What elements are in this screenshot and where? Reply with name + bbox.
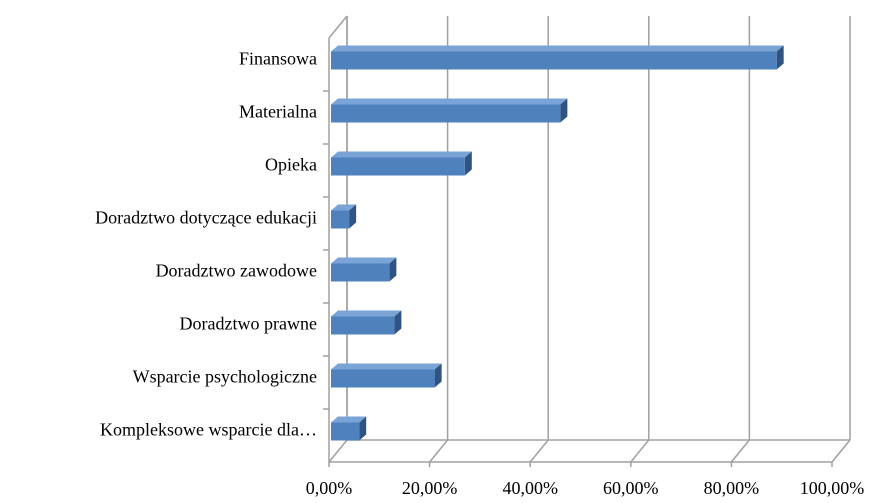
x-tick-label: 20,00% <box>402 478 458 498</box>
bar-face <box>434 363 442 388</box>
y-tick-label: Doradztwo zawodowe <box>156 261 317 281</box>
grid-line <box>529 439 549 463</box>
y-tick-label: Kompleksowe wsparcie dla… <box>100 420 317 440</box>
bar-face <box>331 369 435 388</box>
bar-face <box>331 263 390 282</box>
y-tick-label: Finansowa <box>239 49 317 69</box>
grid-line <box>328 439 348 463</box>
x-tick-label: 100,00% <box>800 478 865 498</box>
x-tick-label: 80,00% <box>704 478 760 498</box>
bar-face <box>331 157 465 176</box>
bar <box>331 310 402 335</box>
axis-line <box>328 15 348 39</box>
y-tick-label: Materialna <box>239 102 317 122</box>
bar-face <box>394 310 402 335</box>
bar-face <box>331 45 784 52</box>
y-tick-label: Doradztwo dotyczące edukacji <box>95 208 317 228</box>
bar-face <box>331 151 472 158</box>
grid-line <box>730 439 750 463</box>
bar-face <box>464 151 472 176</box>
bar-face <box>331 51 777 70</box>
bar-face <box>776 45 784 70</box>
bar-face <box>331 98 568 105</box>
bar-face <box>349 204 357 229</box>
bar-face <box>560 98 568 123</box>
bar <box>331 204 357 229</box>
bar-face <box>331 363 442 370</box>
y-tick-label: Wsparcie psychologiczne <box>133 367 317 387</box>
grid-line <box>429 439 449 463</box>
grid-line <box>630 439 650 463</box>
bar-face <box>331 257 397 264</box>
bar-face <box>331 104 561 123</box>
bar <box>331 98 568 123</box>
bar-face <box>331 310 402 317</box>
bar <box>331 151 472 176</box>
bar-face <box>331 316 395 335</box>
y-tick-label: Opieka <box>265 155 317 175</box>
bar <box>331 363 442 388</box>
x-tick-label: 60,00% <box>603 478 659 498</box>
grid-line <box>831 439 851 463</box>
bar <box>331 416 367 441</box>
x-tick-label: 40,00% <box>502 478 558 498</box>
bar-face <box>331 204 357 211</box>
bar <box>331 257 397 282</box>
y-tick-label: Doradztwo prawne <box>180 314 317 334</box>
x-tick-label: 0,00% <box>306 478 353 498</box>
bar-face <box>359 416 367 441</box>
bar <box>331 45 784 70</box>
bar-face <box>331 422 360 441</box>
bar-face <box>331 416 367 423</box>
bar-face <box>331 210 350 229</box>
bar-face <box>389 257 397 282</box>
